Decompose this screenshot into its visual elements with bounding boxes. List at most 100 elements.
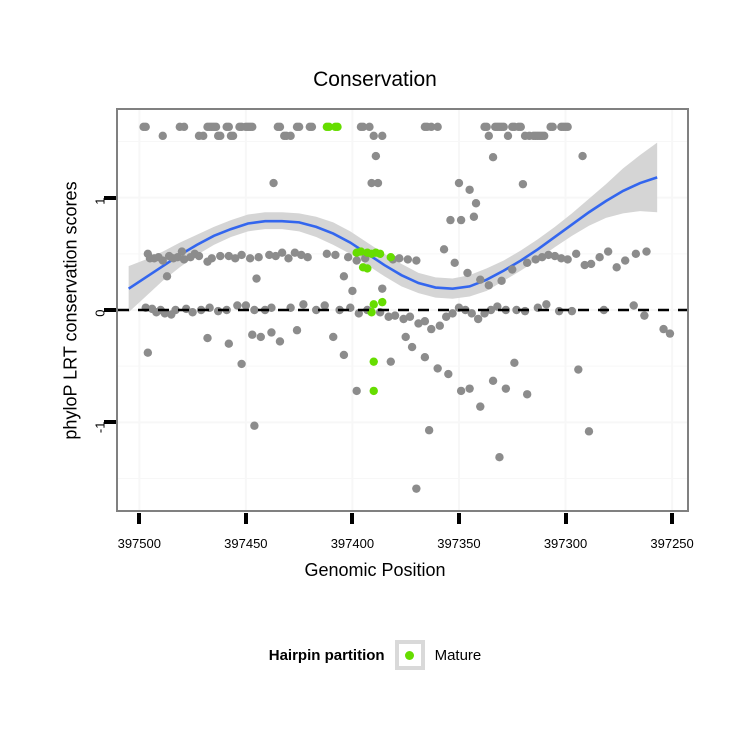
scatter-point [277,248,287,257]
scatter-point [499,122,508,132]
scatter-point [463,268,472,278]
scatter-point [358,122,368,132]
y-tick-mark [104,195,116,200]
y-axis-label: phyloP LRT conservation scores [60,181,81,440]
scatter-point [659,324,668,334]
scatter-point [177,247,187,256]
scatter-point [390,311,400,320]
scatter-point [216,131,225,141]
chart-svg [118,110,687,510]
scatter-point [642,247,651,256]
scatter-point [365,122,374,132]
scatter-point [557,254,566,263]
scatter-point [465,384,474,393]
x-tick-label: 397400 [330,536,375,551]
scatter-point [284,254,293,263]
scatter-point [537,252,547,262]
scatter-point [320,301,329,310]
scatter-point [386,252,395,262]
scatter-point [160,309,170,318]
scatter-point [407,342,417,352]
scatter-point [512,305,521,315]
scatter-point [228,131,238,141]
scatter-point [578,151,587,161]
scatter-point [467,309,476,318]
scatter-point [237,250,246,260]
scatter-point [367,308,376,317]
scatter-point [386,357,395,366]
scatter-point [620,256,630,265]
scatter-point [433,122,442,132]
scatter-point [454,178,464,188]
scatter-point [450,258,459,268]
plot-canvas [118,110,687,510]
scatter-point [367,178,376,188]
scatter-point [369,300,378,309]
scatter-point [550,251,560,261]
scatter-point [369,357,378,366]
scatter-point [224,251,234,261]
scatter-point [248,330,257,339]
scatter-point [486,305,496,315]
scatter-point [303,252,312,262]
x-tick-mark [350,513,355,524]
legend-key-mature[interactable] [394,640,425,670]
scatter-point [518,179,528,189]
scatter-point [324,122,334,132]
scatter-point [265,250,274,260]
point-icon [405,650,415,660]
scatter-point [269,178,278,188]
scatter-point [250,421,259,430]
y-tick-label: -1 [92,421,108,434]
scatter-point [403,255,413,264]
scatter-point [224,122,234,132]
legend: Hairpin partition Mature [0,640,750,670]
x-tick-label: 397500 [117,536,161,551]
scatter-point [435,321,444,330]
scatter-point [563,122,572,132]
scatter-point [297,250,306,260]
scatter-point [158,131,167,141]
scatter-point [427,324,436,334]
y-tick-mark [104,420,116,425]
x-tick-mark [137,513,142,524]
scatter-point [542,300,551,309]
scatter-point [412,484,421,493]
scatter-point [469,212,479,221]
scatter-point [271,251,280,261]
scatter-point [471,199,481,208]
scatter-point [516,122,525,132]
scatter-point [420,352,430,362]
scatter-point [448,309,457,318]
scatter-point [439,245,449,254]
scatter-point [248,122,257,132]
loess-confidence-band [128,142,658,313]
scatter-point [631,249,641,259]
scatter-point [405,312,415,321]
scatter-point [352,386,361,396]
scatter-point [433,364,442,373]
scatter-point [231,254,240,263]
scatter-point [224,339,234,348]
scatter-point [290,248,300,257]
scatter-point [571,249,581,259]
scatter-point [363,264,372,273]
scatter-point [343,252,353,262]
scatter-point [371,151,381,161]
scatter-point [501,384,511,393]
scatter-point [503,131,513,141]
scatter-point [267,303,276,312]
scatter-point [256,332,265,342]
scatter-point [299,300,308,309]
scatter-point [603,247,613,256]
scatter-point [544,250,553,260]
scatter-point [495,452,504,462]
x-tick-mark [456,513,461,524]
scatter-point [237,359,246,369]
scatter-point [456,386,466,396]
scatter-point [311,305,321,315]
scatter-point [497,276,506,285]
scatter-point [339,350,349,360]
scatter-point [401,332,410,342]
scatter-point [348,286,357,296]
